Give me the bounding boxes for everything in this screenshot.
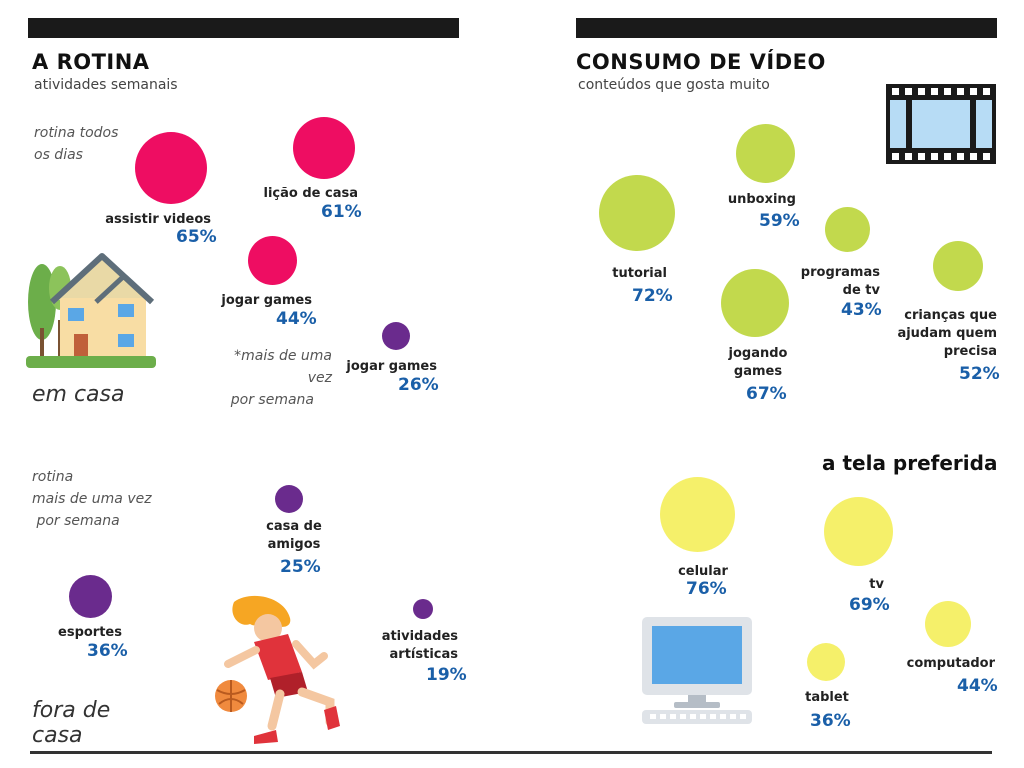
value-computador: 44% (957, 676, 998, 696)
value-licao-de-casa: 61% (321, 202, 362, 222)
label-casa-de-amigos-line-1: casa de (266, 519, 322, 534)
rotina-title: A ROTINA (32, 50, 150, 74)
note-daily: rotina todos os dias (34, 122, 118, 166)
value-atividades-artisticas: 19% (426, 665, 467, 685)
value-jogando-games: 67% (746, 384, 787, 404)
label-criancas-line-2: ajudam quem (897, 326, 997, 341)
label-jogando-games-line-1: jogando (728, 346, 788, 361)
value-tv: 69% (849, 595, 890, 615)
label-programas-de-tv-line-2: de tv (842, 283, 880, 298)
note-routine-line-2: mais de uma vez (32, 491, 152, 507)
home-caption: em casa (32, 382, 125, 407)
outside-caption: fora de casa (32, 698, 110, 748)
circle-computador (925, 601, 971, 647)
circle-jogar-games-26 (382, 322, 410, 350)
consumo-subtitle: conteúdos que gosta muito (578, 77, 770, 93)
outside-caption-line-1: fora de (32, 698, 111, 723)
value-assistir-videos: 65% (176, 227, 217, 247)
computer-monitor-icon (642, 617, 752, 724)
circle-assistir-videos (135, 132, 207, 204)
label-atividades-artisticas: atividades artísticas (370, 628, 458, 664)
label-criancas-line-1: crianças que (904, 308, 997, 323)
value-tablet: 36% (810, 711, 851, 731)
label-criancas-que-ajudam: crianças que ajudam quem precisa (890, 307, 997, 361)
circle-programas-de-tv (825, 207, 870, 252)
label-jogando-games-line-2: games (733, 364, 783, 379)
consumo-title: CONSUMO DE VÍDEO (576, 50, 826, 74)
label-criancas-line-3: precisa (943, 344, 997, 359)
label-jogar-games-26: jogar games (346, 359, 437, 374)
value-casa-de-amigos: 25% (280, 557, 321, 577)
label-atividades-artisticas-line-2: artísticas (389, 647, 458, 662)
note-daily-line-2: os dias (34, 147, 83, 163)
value-jogar-games-26: 26% (398, 375, 439, 395)
circle-atividades-artisticas (413, 599, 433, 619)
bottom-divider (30, 751, 992, 754)
note-weekly-star-line-1: *mais de uma vez (234, 348, 332, 386)
circle-casa-de-amigos (275, 485, 303, 513)
label-celular: celular (678, 564, 728, 579)
label-assistir-videos: assistir videos (105, 212, 211, 227)
label-atividades-artisticas-line-1: atividades (381, 629, 458, 644)
label-jogar-games-44: jogar games (221, 293, 312, 308)
note-daily-line-1: rotina todos (34, 125, 119, 141)
note-routine-line-1: rotina (32, 469, 74, 485)
label-casa-de-amigos: casa de amigos (252, 518, 336, 554)
circle-esportes (69, 575, 112, 618)
note-routine-line-3: por semana (32, 513, 120, 529)
label-tablet: tablet (805, 690, 849, 705)
label-tv: tv (869, 577, 884, 592)
circle-criancas-que-ajudam (933, 241, 983, 291)
film-strip-icon (886, 84, 996, 164)
rotina-subtitle: atividades semanais (34, 77, 178, 93)
circle-unboxing (736, 124, 795, 183)
label-computador: computador (906, 656, 995, 671)
label-jogando-games: jogando games (720, 345, 796, 381)
value-programas-de-tv: 43% (841, 300, 882, 320)
label-casa-de-amigos-line-2: amigos (267, 537, 321, 552)
value-esportes: 36% (87, 641, 128, 661)
label-licao-de-casa: lição de casa (263, 186, 359, 201)
value-tutorial: 72% (632, 286, 673, 306)
right-header-bar (576, 18, 997, 38)
value-jogar-games-44: 44% (276, 309, 317, 329)
value-celular: 76% (686, 579, 727, 599)
label-programas-de-tv-line-1: programas (800, 265, 880, 280)
circle-tutorial (599, 175, 675, 251)
house-icon (26, 253, 156, 368)
value-criancas-que-ajudam: 52% (959, 364, 1000, 384)
value-unboxing: 59% (759, 211, 800, 231)
note-routine: rotina mais de uma vez por semana (32, 466, 152, 532)
label-esportes: esportes (58, 625, 122, 640)
label-unboxing: unboxing (727, 192, 796, 207)
basketball-player-icon (215, 595, 340, 744)
note-weekly-star: *mais de uma vez por semana (214, 345, 332, 411)
circle-tablet (807, 643, 845, 681)
circle-jogar-games-44 (248, 236, 297, 285)
label-programas-de-tv: programas de tv (800, 264, 880, 300)
circle-celular (660, 477, 735, 552)
screen-title: a tela preferida (822, 451, 998, 475)
outside-caption-line-2: casa (32, 723, 83, 748)
note-weekly-star-line-2: por semana (230, 392, 314, 408)
circle-licao-de-casa (293, 117, 355, 179)
circle-jogando-games (721, 269, 789, 337)
left-header-bar (28, 18, 459, 38)
circle-tv (824, 497, 893, 566)
label-tutorial: tutorial (612, 266, 667, 281)
